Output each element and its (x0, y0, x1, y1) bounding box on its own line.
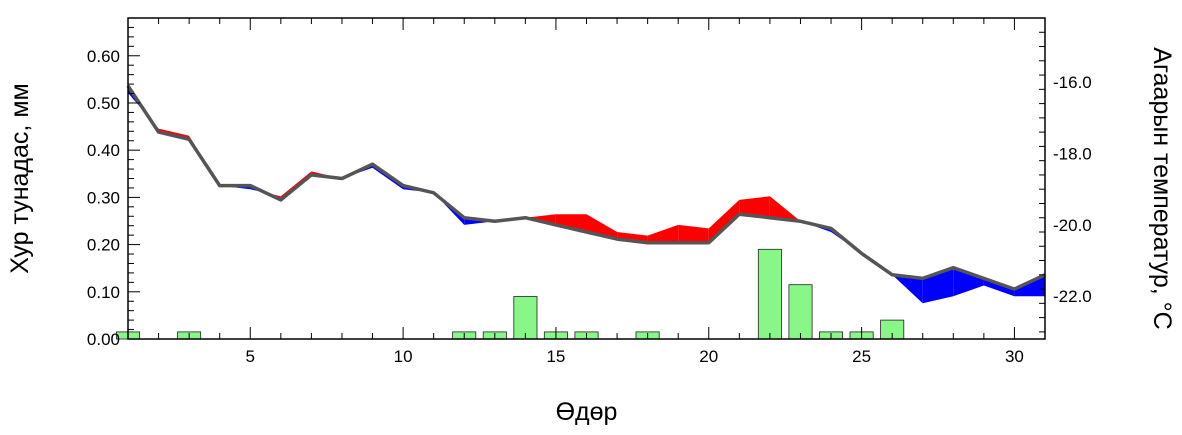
difference-fill-segment (769, 196, 801, 222)
y-left-tick-label: 0.30 (87, 188, 120, 207)
y-left-tick-label: 0.40 (87, 141, 120, 160)
precip-bar (757, 248, 782, 340)
difference-fill-segment (617, 232, 648, 243)
x-tick-label: 10 (394, 347, 413, 366)
y-right-tick-label: -22.0 (1053, 287, 1092, 306)
y-right-tick-label: -20.0 (1053, 216, 1092, 235)
y-left-tick-label: 0.60 (87, 47, 120, 66)
x-tick-label: 15 (546, 347, 565, 366)
difference-fill-segment (739, 196, 770, 218)
x-axis-label: Өдөр (556, 398, 618, 426)
y-left-tick-label: 0.50 (87, 94, 120, 113)
precipitation-bars (116, 248, 905, 340)
x-tick-label: 20 (699, 347, 718, 366)
precip-bar (513, 296, 538, 340)
precip-bar (788, 284, 813, 340)
y-right-tick-label: -18.0 (1053, 145, 1092, 164)
x-tick-label: 30 (1005, 347, 1024, 366)
y-left-tick-label: 0.10 (87, 283, 120, 302)
axis-ticks (127, 18, 1046, 340)
plot-frame (127, 17, 1046, 340)
difference-fill-segment (708, 199, 740, 243)
difference-fill-segment (555, 214, 587, 232)
difference-fill-segment (678, 224, 709, 243)
difference-fill-segment (892, 274, 923, 304)
x-tick-label: 25 (852, 347, 871, 366)
difference-fill-segment (800, 221, 831, 232)
y-left-tick-label: 0.20 (87, 236, 120, 255)
tick-labels: 5 10 15 20 25 30 0.00 0.10 0.20 0.30 0.40 0.50 0.60 -… (87, 47, 1092, 366)
x-tick-label: 5 (246, 347, 255, 366)
y-right-tick-label: -16.0 (1053, 73, 1092, 92)
difference-fill-segment (953, 267, 984, 297)
y-axis-label-right: Агаарын температур, °С (1148, 47, 1176, 329)
temperature-line (126, 84, 1046, 291)
y-axis-label-left: Хур тунадас, мм (6, 83, 34, 273)
reference-line (126, 84, 1046, 291)
y-left-tick-label: 0.00 (87, 330, 120, 349)
difference-fill-segment (647, 224, 679, 243)
